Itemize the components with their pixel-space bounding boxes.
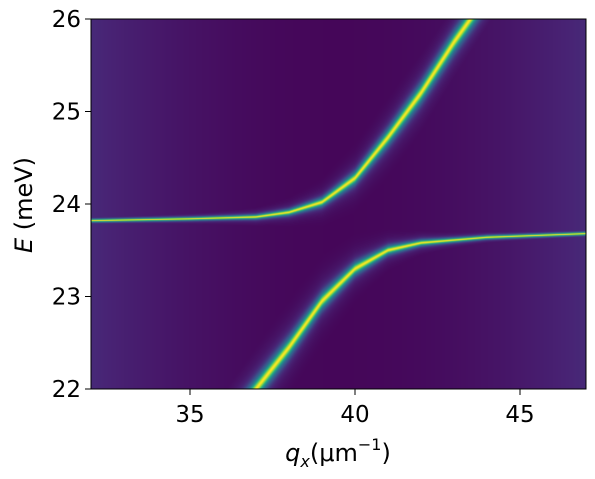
y-tick-label: 22 [52, 377, 81, 403]
y-tick-label: 23 [52, 285, 81, 311]
y-tick-label: 25 [52, 100, 81, 126]
plot-area [90, 18, 587, 390]
x-tick-label: 45 [505, 402, 534, 428]
y-tick-label: 26 [52, 7, 81, 33]
x-axis-ticks: 35 40 45 [175, 389, 535, 428]
y-axis-ticks: 22 23 24 25 26 [52, 7, 91, 403]
y-tick-label: 24 [52, 192, 81, 218]
x-axis-label: qx(μm−1) [285, 435, 391, 471]
y-axis-label: E (meV) [10, 157, 38, 253]
x-tick-label: 40 [340, 402, 369, 428]
heatmap-image [91, 19, 586, 389]
x-tick-label: 35 [175, 402, 204, 428]
